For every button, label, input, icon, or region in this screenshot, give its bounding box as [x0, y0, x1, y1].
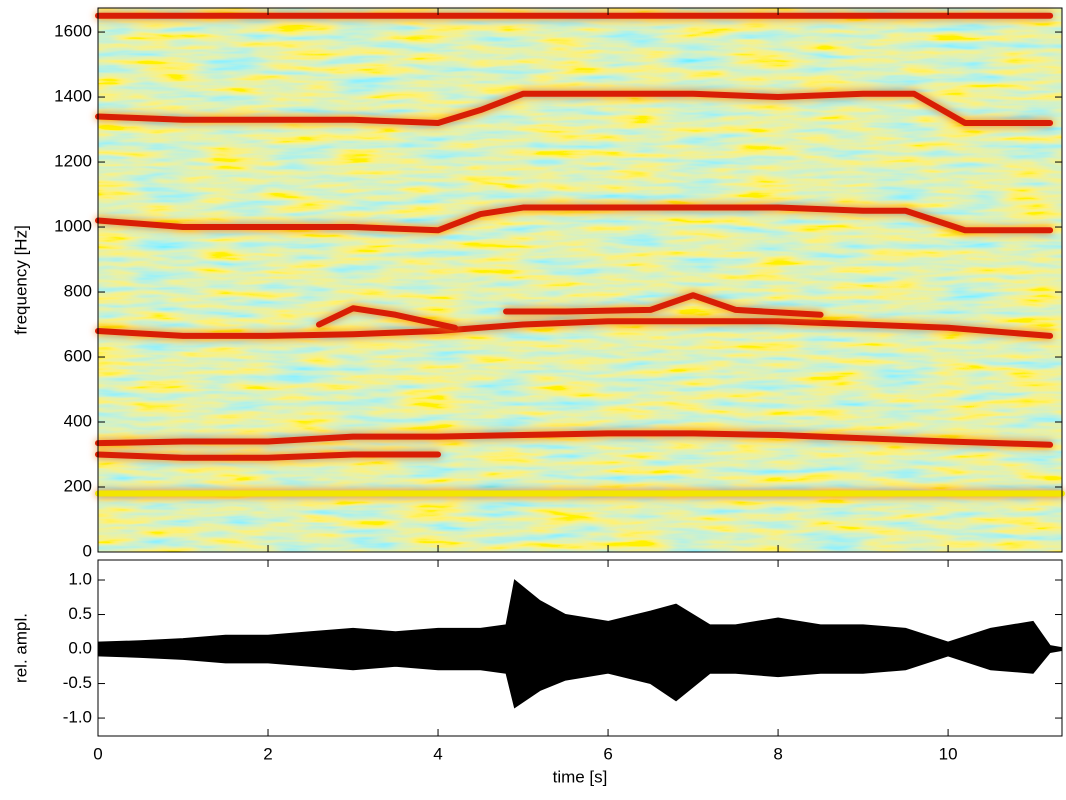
y-tick-label: 0	[83, 541, 92, 560]
frequency-track	[503, 292, 824, 318]
spectrogram-background	[98, 8, 1062, 552]
waveform-envelope	[97, 579, 1063, 650]
frequency-track	[95, 90, 1054, 127]
x-axis-label: time [s]	[553, 767, 608, 786]
frequency-track	[95, 430, 1054, 448]
x-tick-label: 10	[939, 744, 958, 763]
plot-frame	[97, 7, 1063, 553]
y-axis-label: frequency [Hz]	[11, 225, 30, 335]
y-tick-label: 400	[64, 411, 92, 430]
y-tick-label: 1000	[54, 217, 92, 236]
frequency-track	[316, 305, 459, 331]
y-tick-label: 600	[64, 347, 92, 366]
y-tick-label: 0.5	[68, 604, 92, 623]
y-tick-label: 800	[64, 282, 92, 301]
y-tick-label: -0.5	[63, 673, 92, 692]
y-axis-label: rel. ampl.	[11, 613, 30, 683]
x-tick-label: 4	[433, 744, 442, 763]
y-tick-label: 1400	[54, 87, 92, 106]
y-tick-label: 1200	[54, 152, 92, 171]
plot-frame	[97, 559, 1063, 737]
x-tick-label: 0	[93, 744, 102, 763]
x-tick-label: 2	[263, 744, 272, 763]
frequency-track	[95, 204, 1054, 234]
x-tick-label: 6	[603, 744, 612, 763]
x-tick-label: 8	[773, 744, 782, 763]
waveform-envelope	[97, 648, 1063, 709]
y-tick-label: -1.0	[63, 708, 92, 727]
y-tick-label: 1600	[54, 22, 92, 41]
y-tick-label: 0.0	[68, 639, 92, 658]
y-tick-label: 1.0	[68, 570, 92, 589]
frequency-track	[95, 318, 1054, 339]
y-tick-label: 200	[64, 476, 92, 495]
frequency-track	[95, 451, 442, 461]
